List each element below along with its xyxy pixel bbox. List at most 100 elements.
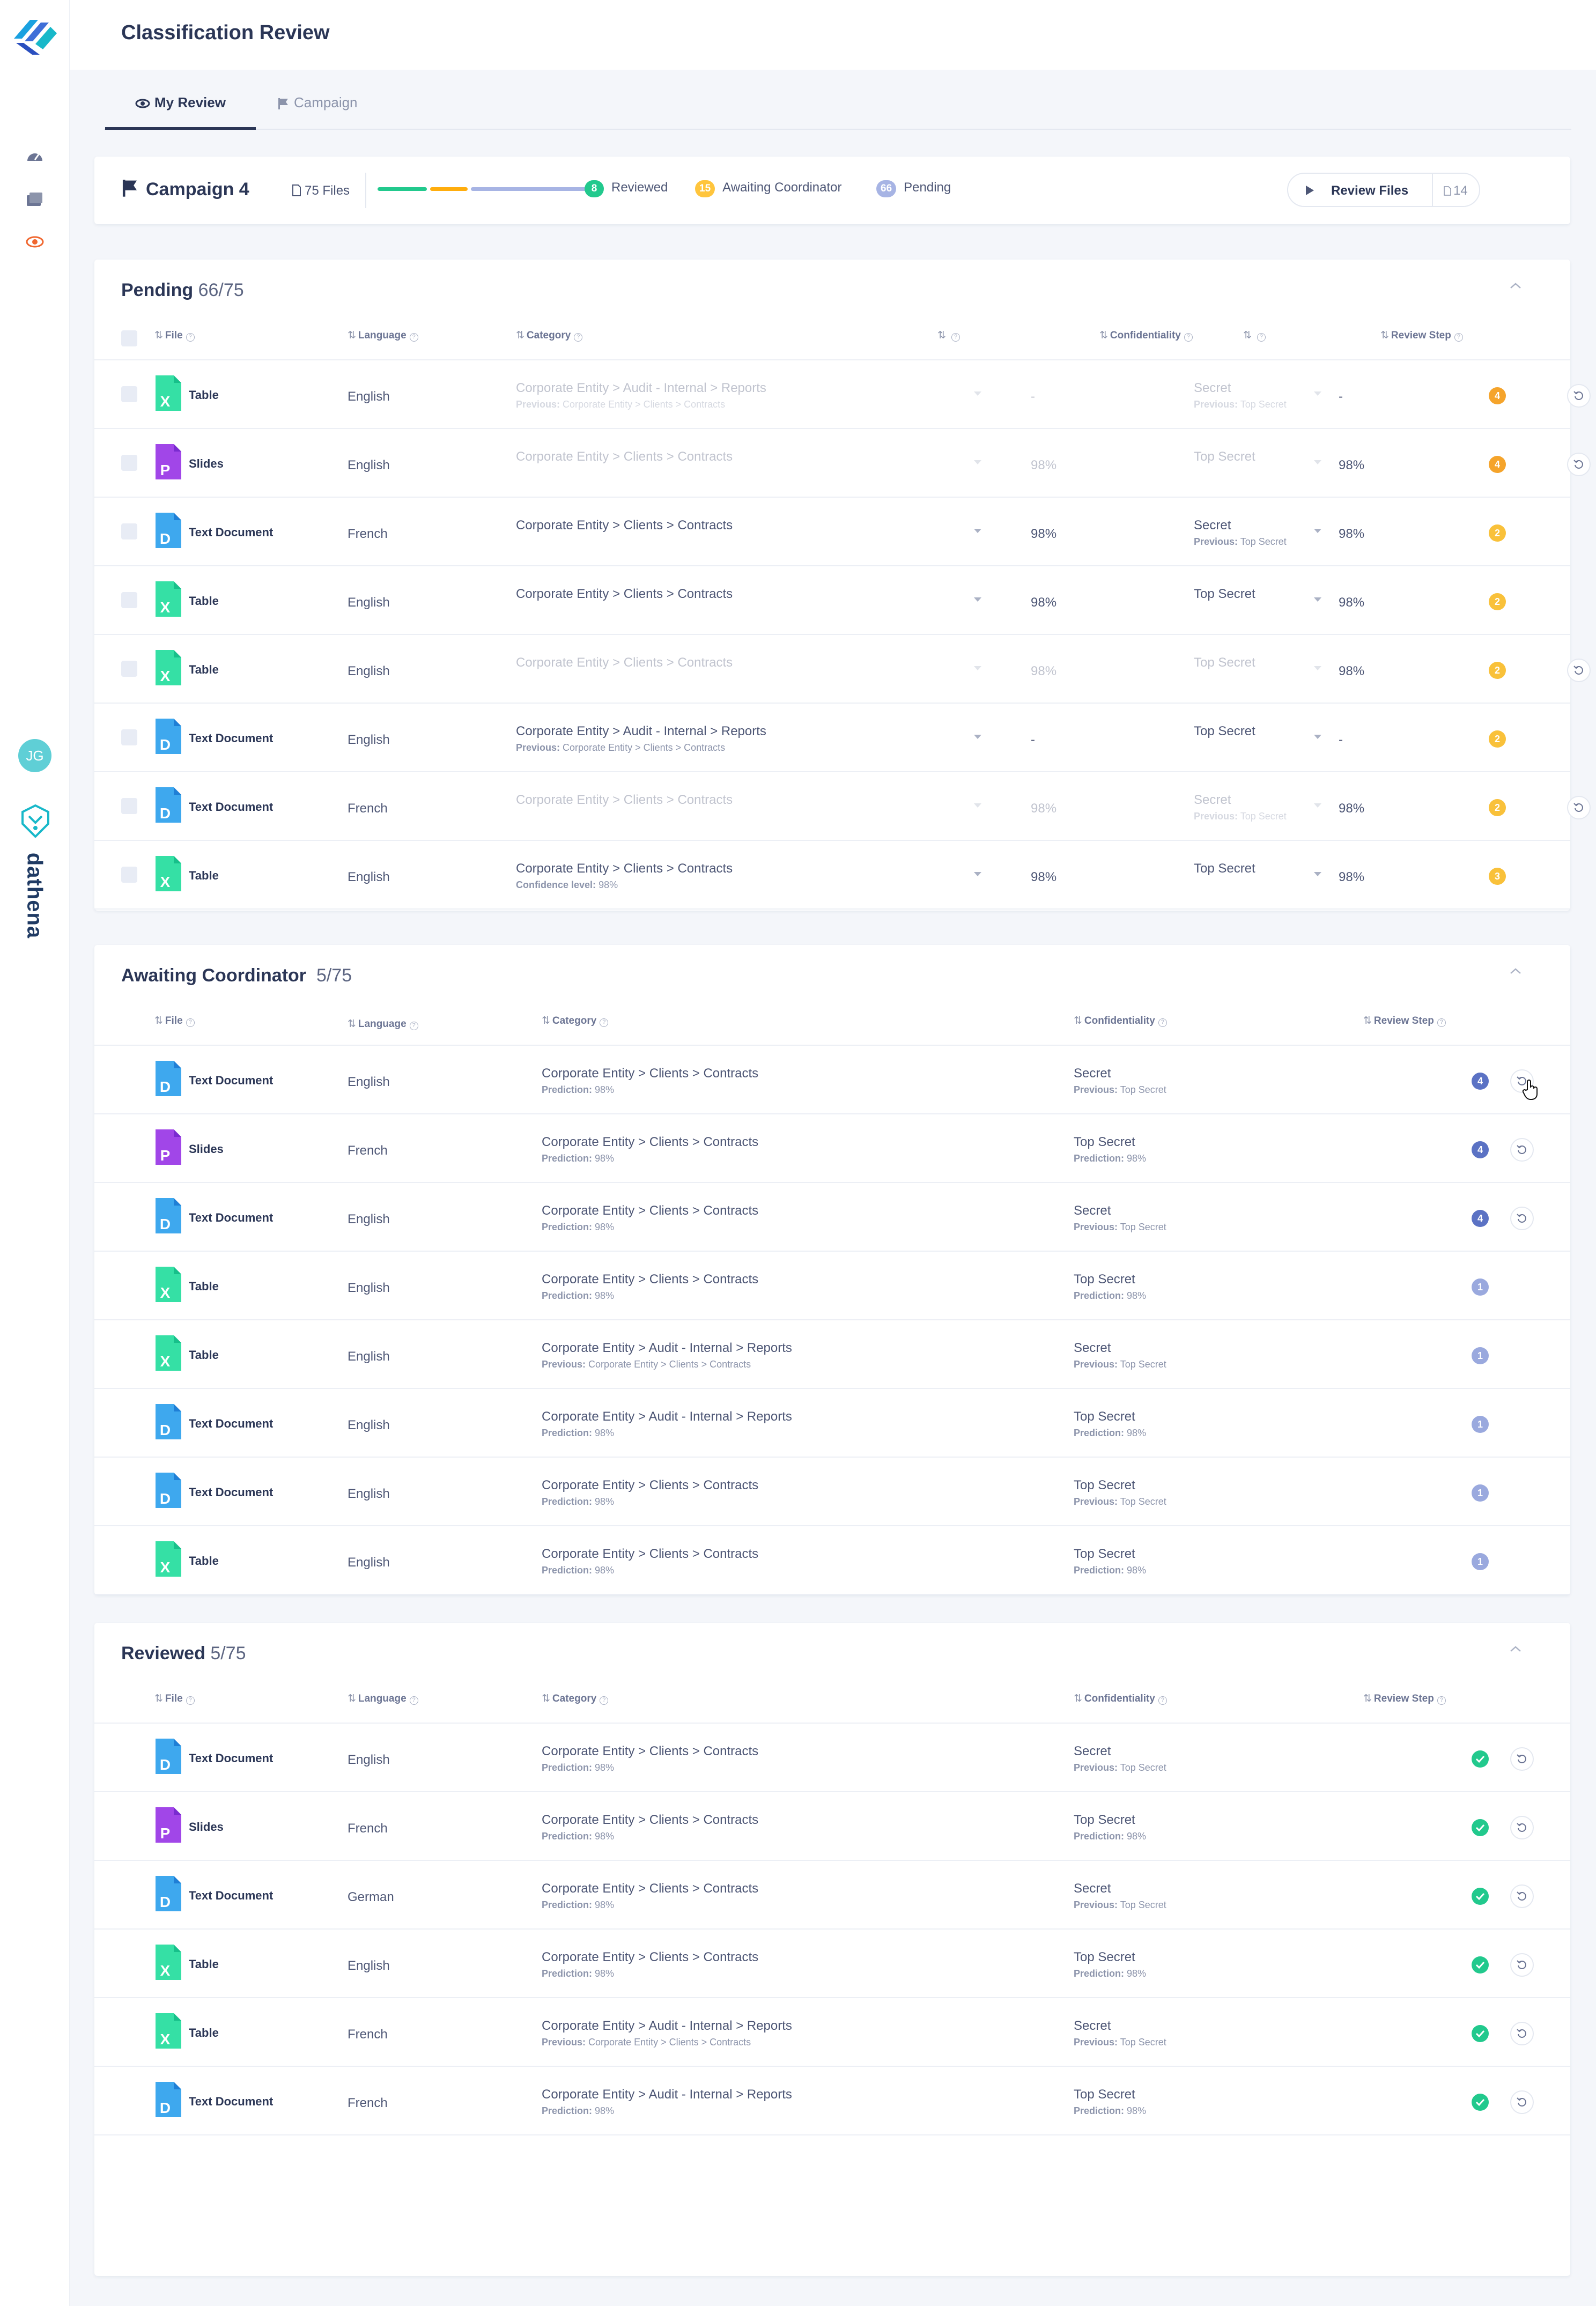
brand-wordmark: dathena <box>23 852 47 939</box>
document-file-icon: D <box>156 1061 181 1096</box>
user-avatar[interactable]: JG <box>18 739 51 772</box>
confidentiality-dropdown-caret[interactable] <box>1314 597 1321 602</box>
tab-campaign[interactable]: Campaign <box>277 94 358 128</box>
check-icon <box>1475 1961 1485 1969</box>
table-row[interactable]: D Text Document English Corporate Entity > … <box>94 704 1570 772</box>
detail-label: Previous: <box>516 742 560 753</box>
table-row[interactable]: D Text Document French Corporate Entity > C… <box>94 498 1570 566</box>
category-dropdown-caret[interactable] <box>974 460 981 464</box>
undo-button[interactable] <box>1510 1138 1534 1162</box>
col-head-confidentiality[interactable]: ⇅ Confidentiality? <box>1074 1692 1167 1705</box>
col-head-review-step[interactable]: ⇅ Review Step? <box>1363 1015 1446 1027</box>
undo-button[interactable] <box>1510 1747 1534 1771</box>
row-checkbox[interactable] <box>121 798 137 814</box>
col-head-category[interactable]: ⇅ Category? <box>542 1015 609 1027</box>
detail-label: Previous: <box>1074 1359 1118 1370</box>
confidentiality-dropdown-caret[interactable] <box>1314 666 1321 670</box>
undo-button[interactable] <box>1567 384 1591 408</box>
col-head-confidentiality[interactable]: ⇅ Confidentiality? <box>1074 1015 1167 1027</box>
undo-button[interactable] <box>1510 2090 1534 2114</box>
col-head-confidentiality[interactable]: ⇅ Confidentiality? <box>1099 329 1193 342</box>
undo-icon <box>1573 460 1583 469</box>
document-file-icon: D <box>156 1876 181 1911</box>
col-head-category[interactable]: ⇅ Category? <box>516 329 583 342</box>
dashboard-icon[interactable] <box>26 148 44 164</box>
col-head-confidentiality-confidence[interactable]: ⇅? <box>1243 329 1266 342</box>
table-row[interactable]: D Text Document English Corporate Entity > … <box>94 1724 1570 1792</box>
table-row[interactable]: D Text Document English Corporate Entity > … <box>94 1183 1570 1252</box>
col-head-language[interactable]: ⇅ Language? <box>348 1018 418 1030</box>
row-checkbox[interactable] <box>121 729 137 745</box>
file-name: Text Document <box>189 1751 274 1765</box>
category-dropdown-caret[interactable] <box>974 391 981 396</box>
col-head-category[interactable]: ⇅ Category? <box>542 1692 609 1705</box>
app-logo-icon[interactable] <box>9 12 61 60</box>
table-row[interactable]: D Text Document German Corporate Entity > C… <box>94 1861 1570 1930</box>
detail-label: Previous: <box>542 1359 586 1370</box>
category-dropdown-caret[interactable] <box>974 597 981 602</box>
undo-button[interactable] <box>1510 1207 1534 1230</box>
table-row[interactable]: P Slides French Corporate Entity > Clients … <box>94 1792 1570 1861</box>
category-dropdown-caret[interactable] <box>974 872 981 876</box>
confidentiality-dropdown-caret[interactable] <box>1314 872 1321 876</box>
confidentiality-dropdown-caret[interactable] <box>1314 735 1321 739</box>
undo-button[interactable] <box>1510 1884 1534 1908</box>
col-head-review-step[interactable]: ⇅ Review Step? <box>1363 1692 1446 1705</box>
table-row[interactable]: X Table English Corporate Entity > Audit - … <box>94 1320 1570 1389</box>
undo-button[interactable] <box>1510 2022 1534 2045</box>
svg-text:X: X <box>160 2031 171 2048</box>
category-dropdown-caret[interactable] <box>974 666 981 670</box>
table-row[interactable]: D Text Document French Corporate Entity > A… <box>94 2067 1570 2135</box>
undo-button[interactable] <box>1567 659 1591 682</box>
table-row[interactable]: X Table French Corporate Entity > Audit - I… <box>94 1998 1570 2067</box>
category-dropdown-caret[interactable] <box>974 529 981 533</box>
table-row[interactable]: D Text Document English Corporate Entity > … <box>94 1458 1570 1526</box>
table-row[interactable]: P Slides English Corporate Entity > Clients… <box>94 429 1591 498</box>
undo-button[interactable] <box>1567 453 1591 476</box>
confidentiality-dropdown-caret[interactable] <box>1314 529 1321 533</box>
undo-button[interactable] <box>1510 1816 1534 1839</box>
table-row[interactable]: X Table English Corporate Entity > Audit - … <box>94 360 1591 429</box>
table-row[interactable]: X Table English Corporate Entity > Clients … <box>94 566 1570 635</box>
row-checkbox[interactable] <box>121 386 137 402</box>
eye-icon[interactable] <box>26 234 44 250</box>
conf_sub-detail: Prediction: 98% <box>1074 1831 1146 1842</box>
col-head-review-step[interactable]: ⇅ Review Step? <box>1380 329 1463 342</box>
undo-button[interactable] <box>1567 796 1591 819</box>
table-row[interactable]: X Table English Corporate Entity > Clients … <box>94 635 1591 704</box>
confidentiality-dropdown-caret[interactable] <box>1314 803 1321 808</box>
chevron-up-icon[interactable] <box>1509 1645 1522 1653</box>
table-row[interactable]: D Text Document English Corporate Entity > … <box>94 1046 1570 1114</box>
col-head-file[interactable]: ⇅ File? <box>154 329 195 342</box>
row-checkbox[interactable] <box>121 867 137 883</box>
row-checkbox[interactable] <box>121 523 137 539</box>
confidentiality-dropdown-caret[interactable] <box>1314 460 1321 464</box>
table-row[interactable]: D Text Document English Corporate Entity > … <box>94 1389 1570 1458</box>
review-files-button[interactable]: Review Files 14 <box>1287 173 1480 207</box>
col-head-language[interactable]: ⇅ Language? <box>348 329 418 342</box>
category-dropdown-caret[interactable] <box>974 735 981 739</box>
presentation-file-icon: P <box>156 1807 181 1843</box>
row-checkbox[interactable] <box>121 592 137 608</box>
undo-button[interactable] <box>1510 1953 1534 1977</box>
confidentiality-dropdown-caret[interactable] <box>1314 391 1321 396</box>
col-head-file[interactable]: ⇅ File? <box>154 1692 195 1705</box>
table-row[interactable]: X Table English Corporate Entity > Clients … <box>94 1930 1570 1998</box>
col-head-file[interactable]: ⇅ File? <box>154 1015 195 1027</box>
table-row[interactable]: P Slides French Corporate Entity > Clients … <box>94 1114 1570 1183</box>
table-row[interactable]: X Table English Corporate Entity > Clients … <box>94 1526 1570 1595</box>
chevron-up-icon[interactable] <box>1509 282 1522 290</box>
table-row[interactable]: X Table English Corporate Entity > Clients … <box>94 841 1570 910</box>
category-dropdown-caret[interactable] <box>974 803 981 808</box>
table-row[interactable]: X Table English Corporate Entity > Clients … <box>94 1252 1570 1320</box>
row-checkbox[interactable] <box>121 661 137 677</box>
files-icon[interactable] <box>26 191 44 207</box>
col-head-category-confidence[interactable]: ⇅? <box>937 329 960 342</box>
detail-value: 98% <box>595 1428 615 1438</box>
select-all-checkbox[interactable] <box>121 330 137 346</box>
col-head-language[interactable]: ⇅ Language? <box>348 1692 418 1705</box>
row-checkbox[interactable] <box>121 455 137 471</box>
chevron-up-icon[interactable] <box>1509 967 1522 975</box>
tab-my-review[interactable]: My Review <box>105 94 256 130</box>
table-row[interactable]: D Text Document French Corporate Entity > C… <box>94 772 1591 841</box>
